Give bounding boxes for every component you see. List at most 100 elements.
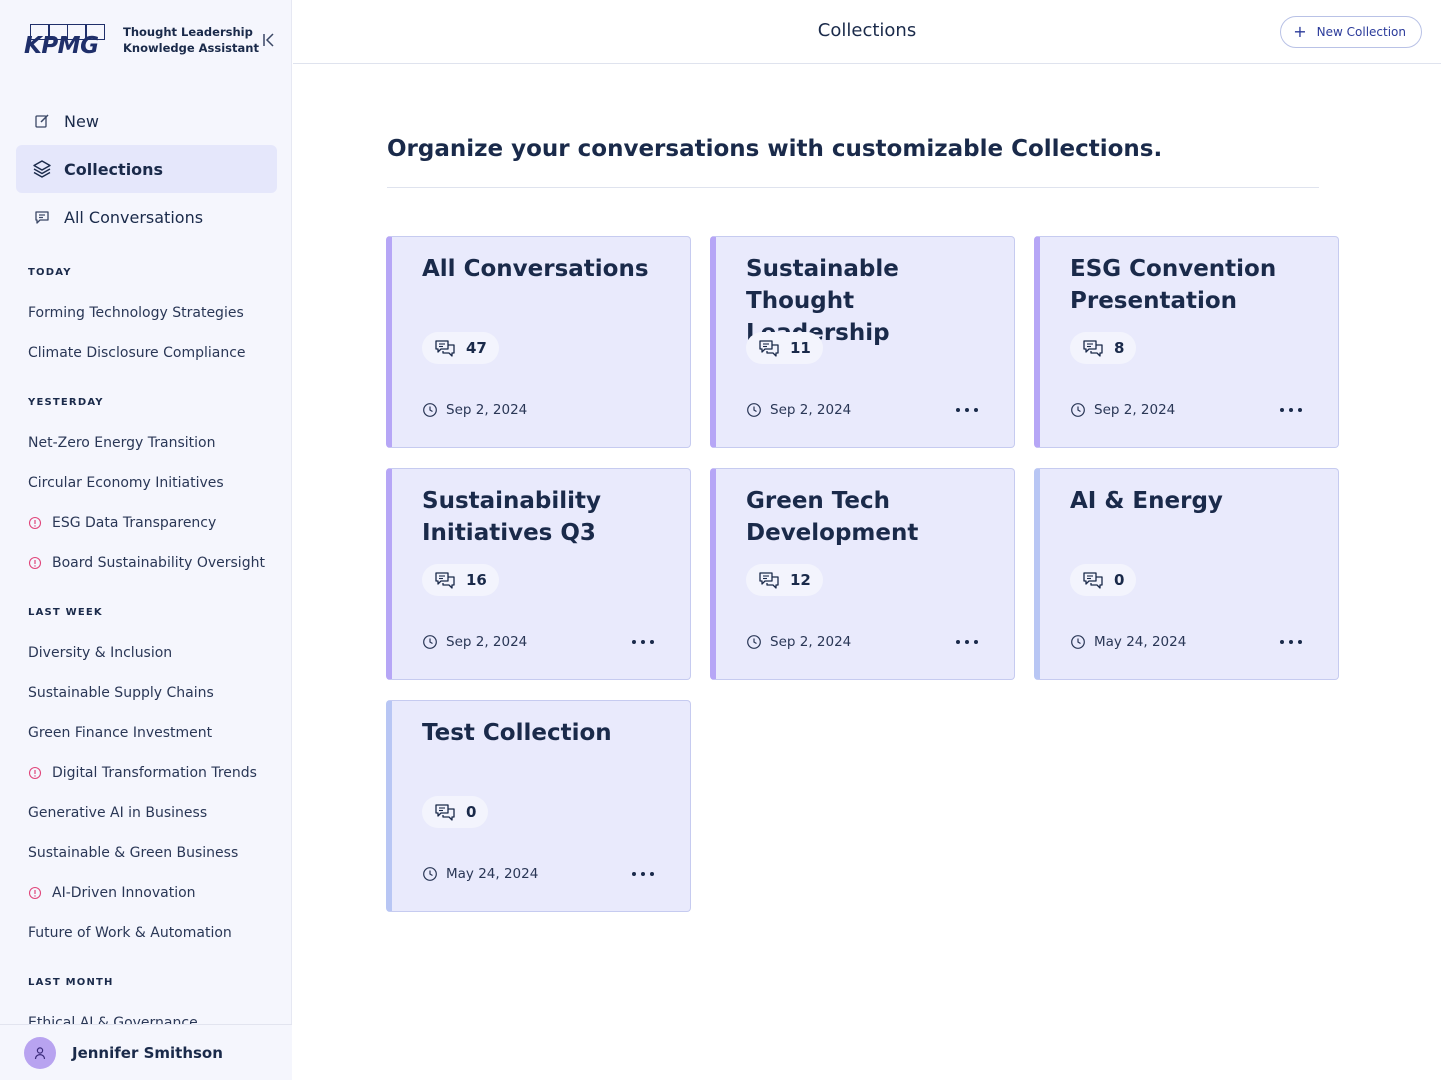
- history-item[interactable]: Net-Zero Energy Transition: [0, 423, 292, 463]
- conversation-count: 0: [1114, 571, 1125, 589]
- nav-item-label: All Conversations: [64, 207, 204, 227]
- collection-date: Sep 2, 2024: [746, 402, 851, 418]
- conversations-icon: [434, 571, 456, 589]
- more-options-icon[interactable]: [956, 635, 978, 649]
- history-item[interactable]: Future of Work & Automation: [0, 913, 292, 953]
- collection-date-text: May 24, 2024: [1094, 634, 1187, 650]
- history-item[interactable]: Climate Disclosure Compliance: [0, 333, 292, 373]
- conversation-count-badge: 12: [746, 564, 823, 596]
- collection-date: Sep 2, 2024: [422, 634, 527, 650]
- collapse-sidebar-icon[interactable]: [260, 30, 278, 50]
- nav-item-all-conversations[interactable]: All Conversations: [16, 193, 277, 241]
- conversation-count: 47: [466, 339, 487, 357]
- history-item-label: Forming Technology Strategies: [28, 305, 244, 321]
- more-options-icon[interactable]: [632, 867, 654, 881]
- history-group: TODAY Forming Technology Strategies Climat…: [0, 265, 292, 373]
- history-item[interactable]: Sustainable Supply Chains: [0, 673, 292, 713]
- new-collection-button[interactable]: + New Collection: [1280, 16, 1422, 48]
- history-item[interactable]: Circular Economy Initiatives: [0, 463, 292, 503]
- history-item-label: Ethical AI & Governance: [28, 1015, 198, 1024]
- history-item-label: Circular Economy Initiatives: [28, 475, 224, 491]
- kpmg-logo: KPMG: [24, 22, 110, 60]
- sidebar: KPMG Thought Leadership Knowledge Assist…: [0, 0, 292, 1080]
- user-profile[interactable]: Jennifer Smithson: [0, 1024, 292, 1080]
- clock-icon: [746, 402, 762, 418]
- more-options-icon[interactable]: [632, 635, 654, 649]
- history-item-label: Sustainable & Green Business: [28, 845, 239, 861]
- collection-card[interactable]: ESG Convention Presentation 8 Sep 2, 202…: [1034, 236, 1339, 448]
- conversation-count-badge: 8: [1070, 332, 1137, 364]
- edit-icon: [32, 111, 52, 131]
- collection-date: May 24, 2024: [1070, 634, 1186, 650]
- page-title: Collections: [817, 20, 917, 41]
- conversation-count-badge: 11: [746, 332, 823, 364]
- collection-title: ESG Convention Presentation: [1070, 256, 1277, 314]
- history-item[interactable]: Sustainable & Green Business: [0, 833, 292, 873]
- chat-icon: [32, 207, 52, 227]
- history-group: YESTERDAY Net-Zero Energy Transition Circu…: [0, 395, 292, 583]
- history-group-title: YESTERDAY: [28, 397, 104, 408]
- history-item[interactable]: Green Finance Investment: [0, 713, 292, 753]
- collection-card[interactable]: AI & Energy 0 May 24, 2024: [1034, 468, 1339, 680]
- warning-icon: [28, 766, 42, 780]
- collection-date: Sep 2, 2024: [1070, 402, 1175, 418]
- brand[interactable]: KPMG Thought Leadership Knowledge Assist…: [24, 22, 259, 60]
- main-nav: New Collections All Conversations: [16, 97, 277, 241]
- avatar: [24, 1036, 56, 1069]
- more-options-icon[interactable]: [1280, 635, 1302, 649]
- history-item[interactable]: Diversity & Inclusion: [0, 633, 292, 673]
- history-item-label: Sustainable Supply Chains: [28, 685, 214, 701]
- collection-card[interactable]: Sustainable Thought Leadership 11 Sep 2,…: [710, 236, 1015, 448]
- conversations-icon: [434, 803, 456, 821]
- conversations-icon: [434, 339, 456, 357]
- history-item[interactable]: Forming Technology Strategies: [0, 293, 292, 333]
- history-item-label: ESG Data Transparency: [52, 515, 217, 531]
- conversations-icon: [758, 571, 780, 589]
- collection-date: Sep 2, 2024: [746, 634, 851, 650]
- collection-date: May 24, 2024: [422, 866, 538, 882]
- collection-date-text: Sep 2, 2024: [446, 634, 528, 650]
- history-item[interactable]: Digital Transformation Trends: [0, 753, 292, 793]
- collection-title: Green Tech Development: [746, 488, 919, 546]
- collection-title: Test Collection: [422, 720, 612, 746]
- history-item[interactable]: ESG Data Transparency: [0, 503, 292, 543]
- history-item-label: Generative AI in Business: [28, 805, 208, 821]
- conversation-count-badge: 16: [422, 564, 499, 596]
- warning-icon: [28, 886, 42, 900]
- conversations-icon: [1082, 571, 1104, 589]
- history-item-label: Green Finance Investment: [28, 725, 213, 741]
- collection-card[interactable]: Test Collection 0 May 24, 2024: [386, 700, 691, 912]
- history-item[interactable]: Board Sustainability Oversight: [0, 543, 292, 583]
- history-group: LAST WEEK Diversity & Inclusion Sustainabl…: [0, 605, 292, 953]
- conversation-history: TODAY Forming Technology Strategies Climat…: [0, 252, 292, 1024]
- nav-item-collections[interactable]: Collections: [16, 145, 277, 193]
- collection-date-text: Sep 2, 2024: [446, 402, 528, 418]
- plus-icon: +: [1293, 22, 1307, 41]
- history-item[interactable]: AI-Driven Innovation: [0, 873, 292, 913]
- nav-item-new[interactable]: New: [16, 97, 277, 145]
- collection-card[interactable]: Sustainability Initiatives Q3 16 Sep 2, …: [386, 468, 691, 680]
- clock-icon: [1070, 402, 1086, 418]
- more-options-icon[interactable]: [1280, 403, 1302, 417]
- history-item[interactable]: Ethical AI & Governance: [0, 1003, 292, 1024]
- warning-icon: [28, 556, 42, 570]
- history-item-label: Climate Disclosure Compliance: [28, 345, 246, 361]
- history-item[interactable]: Generative AI in Business: [0, 793, 292, 833]
- collection-date: Sep 2, 2024: [422, 402, 527, 418]
- user-name: Jennifer Smithson: [72, 1043, 223, 1062]
- conversation-count: 8: [1114, 339, 1125, 357]
- collection-date-text: Sep 2, 2024: [770, 402, 852, 418]
- collection-card[interactable]: Green Tech Development 12 Sep 2, 2024: [710, 468, 1015, 680]
- divider: [387, 187, 1319, 188]
- more-options-icon[interactable]: [956, 403, 978, 417]
- warning-icon: [28, 516, 42, 530]
- history-item-label: Board Sustainability Oversight: [52, 555, 265, 571]
- collection-card[interactable]: All Conversations 47 Sep 2, 2024: [386, 236, 691, 448]
- app-name: Thought Leadership Knowledge Assistant: [123, 25, 259, 55]
- conversations-icon: [1082, 339, 1104, 357]
- conversation-count-badge: 0: [1070, 564, 1137, 596]
- collection-date-text: Sep 2, 2024: [770, 634, 852, 650]
- history-item-label: Diversity & Inclusion: [28, 645, 173, 661]
- conversation-count-badge: 0: [422, 796, 489, 828]
- layers-icon: [32, 159, 52, 179]
